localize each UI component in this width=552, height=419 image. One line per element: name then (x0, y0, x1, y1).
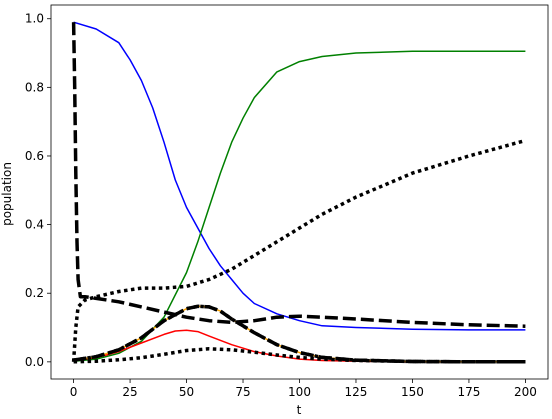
x-tick-label: 100 (288, 385, 311, 399)
x-tick-label: 125 (345, 385, 368, 399)
x-tick-label: 175 (457, 385, 480, 399)
x-tick-label: 0 (70, 385, 78, 399)
y-tick-label: 0.2 (25, 286, 44, 300)
y-axis-ticks: 0.0 0.2 0.4 0.6 0.8 1.0 (25, 12, 51, 369)
y-tick-label: 0.6 (25, 149, 44, 163)
x-axis-label: t (297, 403, 302, 417)
x-tick-label: 200 (514, 385, 537, 399)
y-tick-label: 0.4 (25, 218, 44, 232)
y-tick-label: 0.0 (25, 355, 44, 369)
x-tick-label: 150 (401, 385, 424, 399)
series-line-5 (71, 138, 526, 362)
series-line-8 (73, 347, 526, 364)
series-line-2 (73, 50, 526, 362)
x-tick-label: 25 (122, 385, 137, 399)
y-axis-label: population (0, 162, 14, 226)
series-layer (71, 21, 526, 364)
series-line-1 (73, 21, 526, 331)
x-tick-label: 75 (235, 385, 250, 399)
series-line-9 (73, 304, 526, 364)
x-tick-label: 50 (179, 385, 194, 399)
y-tick-label: 1.0 (25, 12, 44, 26)
x-axis-ticks: 0 25 50 75 100 125 150 175 200 (70, 379, 537, 399)
y-tick-label: 0.8 (25, 80, 44, 94)
